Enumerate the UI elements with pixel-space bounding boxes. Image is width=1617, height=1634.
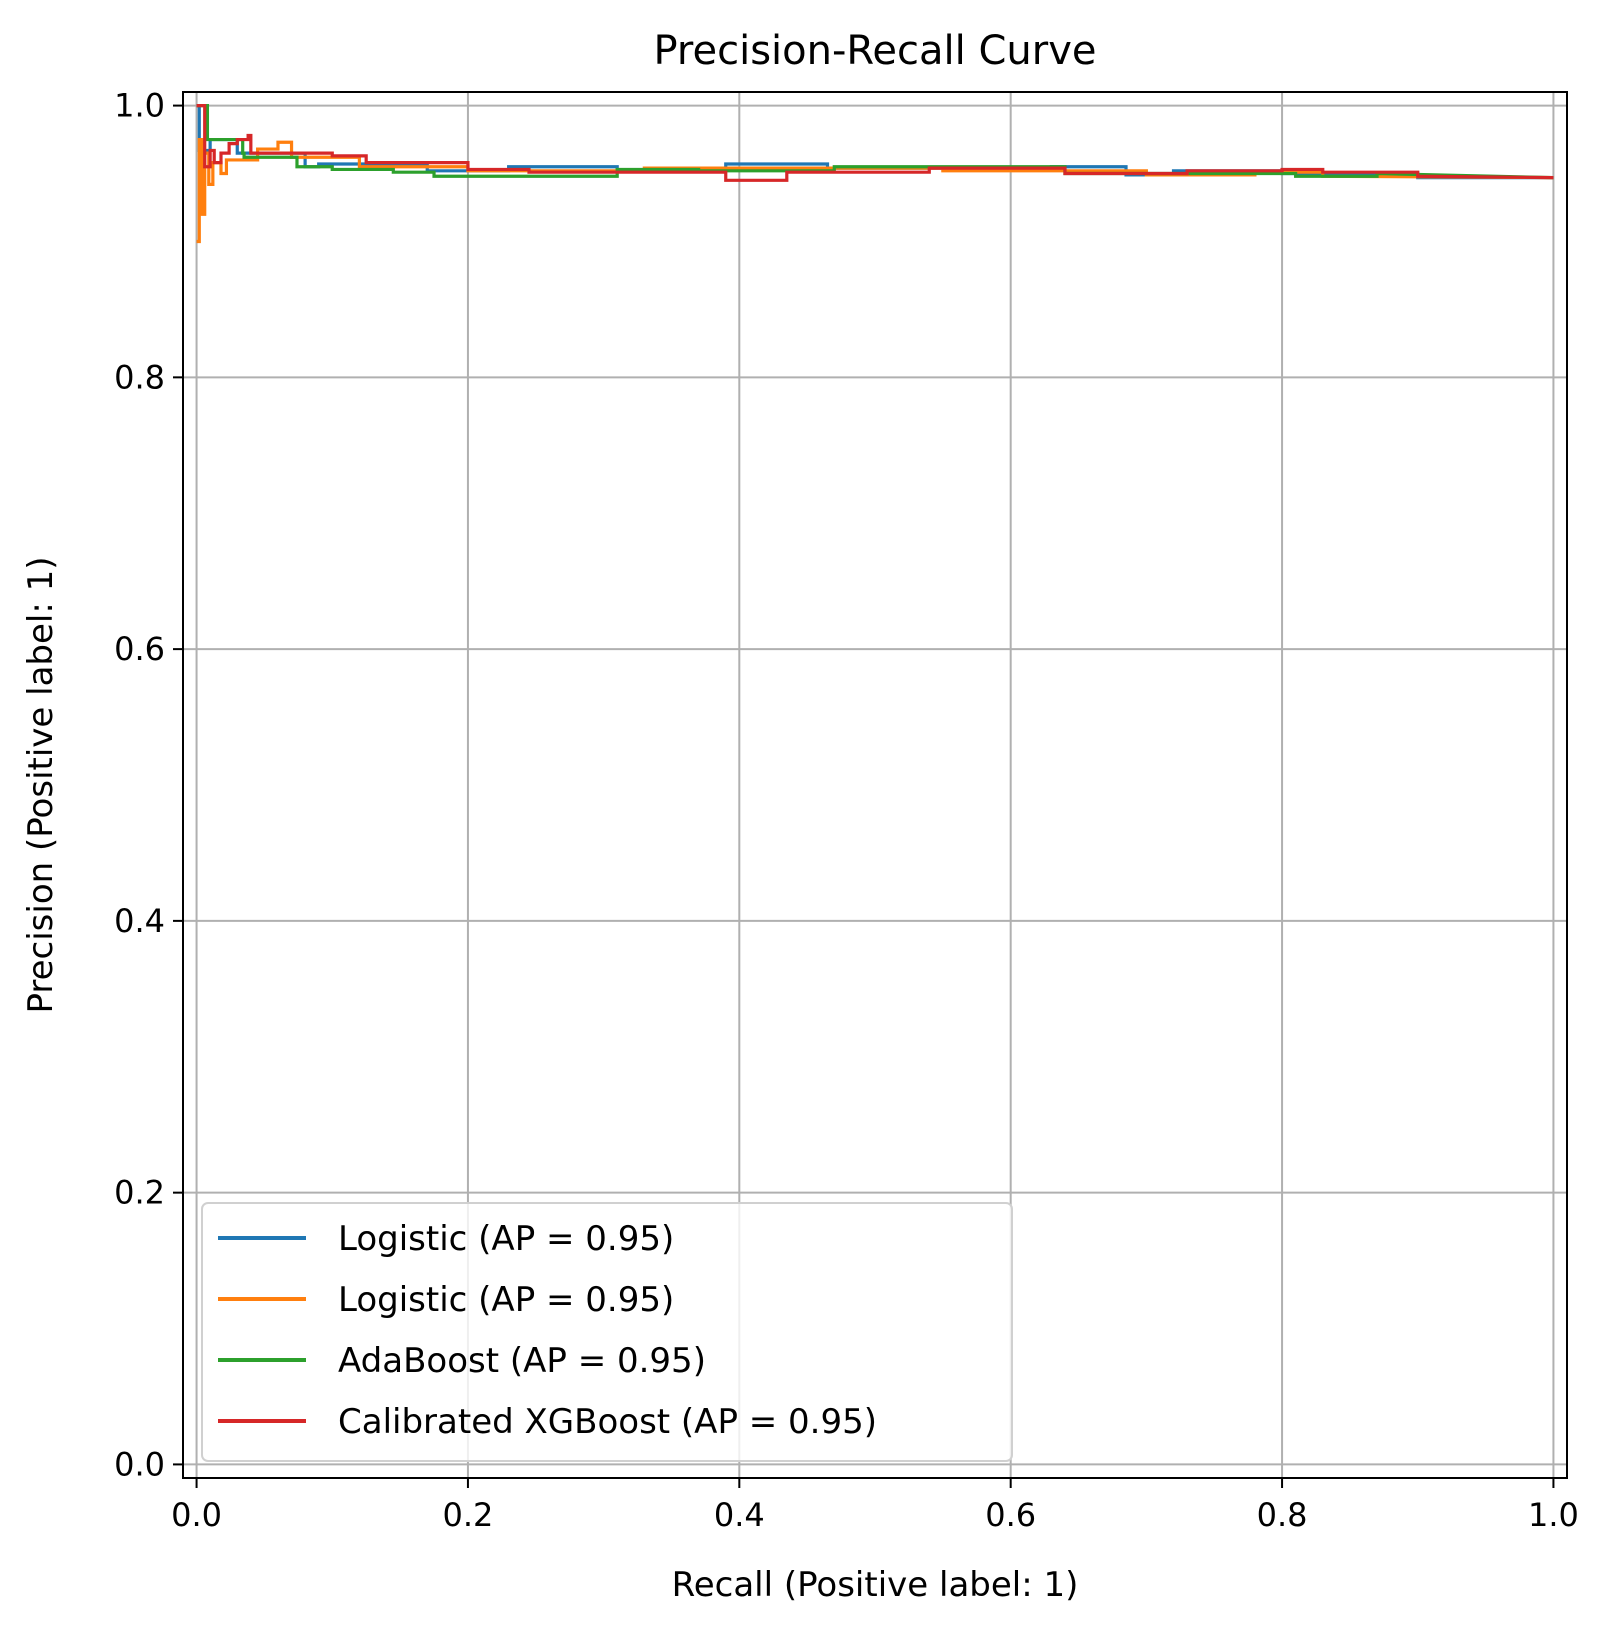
x-tick-label: 0.8 (1257, 1496, 1308, 1534)
legend-label-3: AdaBoost (AP = 0.95) (338, 1341, 706, 1381)
series-line-4 (196, 103, 1554, 182)
legend: Logistic (AP = 0.95) Logistic (AP = 0.95)… (201, 1202, 1013, 1462)
plot-area (196, 103, 1554, 244)
y-axis-label: Precision (Positive label: 1) (21, 556, 61, 1013)
grid-lines (183, 92, 1567, 1478)
y-tick-label: 0.4 (114, 902, 165, 940)
axis-ticks: 0.0 0.2 0.4 0.6 0.8 1.0 0.0 0.2 0.4 0.6 0.8 1.0 (114, 87, 1579, 1534)
y-tick-label: 0.6 (114, 630, 165, 668)
legend-label-2: Logistic (AP = 0.95) (338, 1280, 674, 1320)
axes-frame (182, 91, 1568, 1479)
legend-label-1: Logistic (AP = 0.95) (338, 1219, 674, 1259)
y-tick-label: 0.0 (114, 1445, 165, 1483)
x-tick-label: 0.0 (171, 1496, 222, 1534)
x-tick-label: 0.2 (442, 1496, 493, 1534)
x-axis-label: Recall (Positive label: 1) (672, 1565, 1079, 1605)
x-tick-label: 0.4 (714, 1496, 765, 1534)
legend-box (201, 1202, 1013, 1462)
y-tick-label: 0.8 (114, 358, 165, 396)
x-tick-label: 1.0 (1528, 1496, 1579, 1534)
y-tick-label: 0.2 (114, 1174, 165, 1212)
chart-title: Precision-Recall Curve (654, 28, 1097, 74)
x-tick-label: 0.6 (985, 1496, 1036, 1534)
y-tick-label: 1.0 (114, 87, 165, 125)
legend-label-4: Calibrated XGBoost (AP = 0.95) (338, 1402, 877, 1442)
